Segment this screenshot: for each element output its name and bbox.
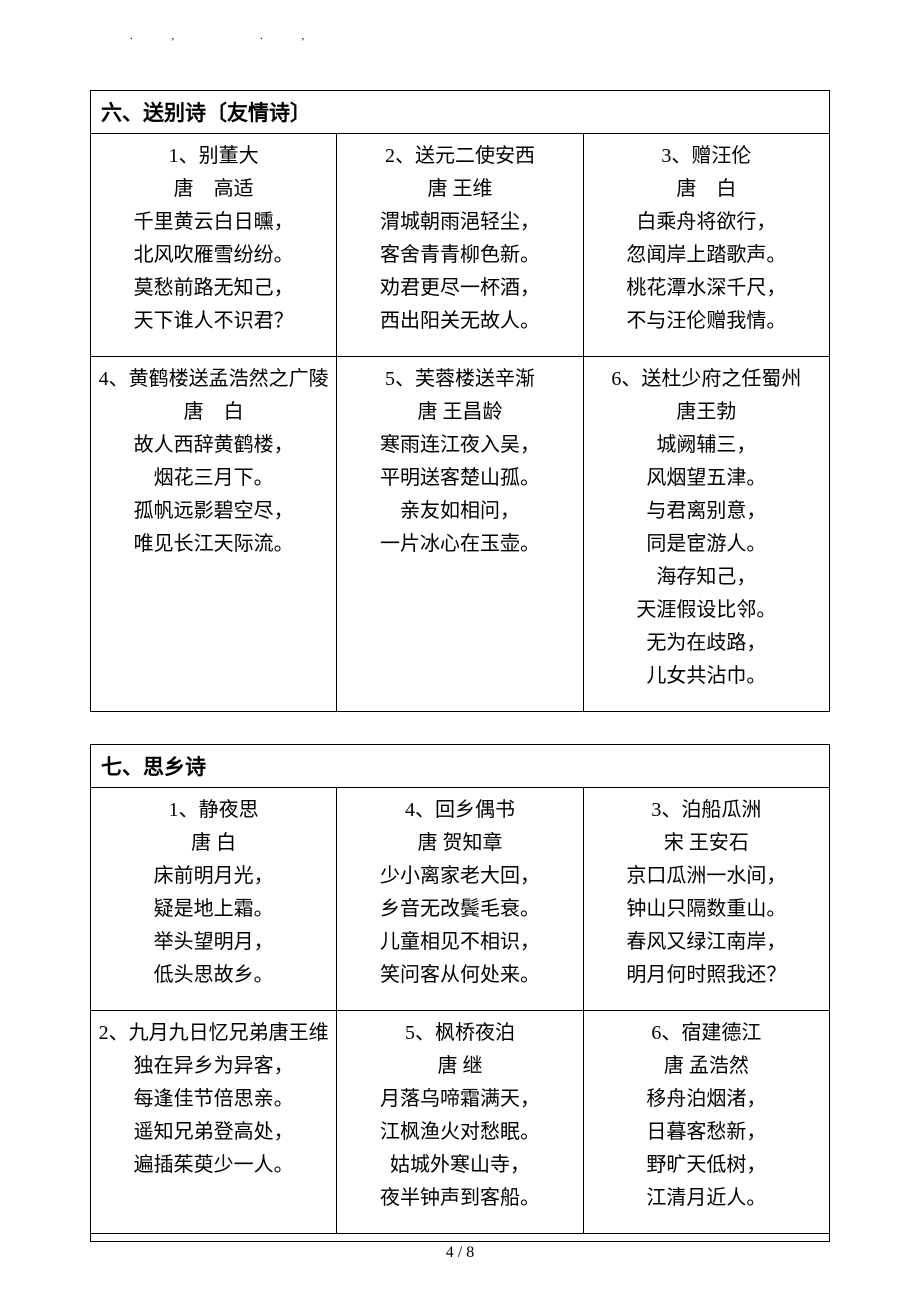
poem-line: 明月何时照我还？ — [588, 959, 825, 992]
poem-cell-2-3: 6、送杜少府之任蜀州 唐王勃 城阙辅三， 风烟望五津。 与君离别意， 同是宦游人… — [583, 357, 829, 712]
poem-line: 唐 贺知章 — [341, 827, 578, 860]
poem-line: 江清月近人。 — [588, 1182, 825, 1215]
poem-line: 儿女共沾巾。 — [588, 660, 825, 693]
poem-cell-4-3: 6、宿建德江 唐 孟浩然 移舟泊烟渚， 日暮客愁新， 野旷天低树， 江清月近人。 — [583, 1011, 829, 1234]
poem-line: 不与汪伦赠我情。 — [588, 305, 825, 338]
section-2-table: 七、思乡诗 1、静夜思 唐 白 床前明月光， 疑是地上霜。 举头望明月， 低头思… — [90, 744, 830, 1242]
poem-line: 野旷天低树， — [588, 1149, 825, 1182]
poem-line: 北风吹雁雪纷纷。 — [95, 239, 332, 272]
poem-line: 疑是地上霜。 — [95, 893, 332, 926]
poem-line: 低头思故乡。 — [95, 959, 332, 992]
poem-cell-1-1: 1、别董大 唐 高适 千里黄云白日曛， 北风吹雁雪纷纷。 莫愁前路无知己， 天下… — [91, 134, 337, 357]
section-1-table: 六、送别诗〔友情诗〕 1、别董大 唐 高适 千里黄云白日曛， 北风吹雁雪纷纷。 … — [90, 90, 830, 712]
poem-line: 唐 白 — [588, 173, 825, 206]
poem-cell-3-3: 3、泊船瓜洲 宋 王安石 京口瓜洲一水间， 钟山只隔数重山。 春风又绿江南岸， … — [583, 788, 829, 1011]
poem-cell-3-1: 1、静夜思 唐 白 床前明月光， 疑是地上霜。 举头望明月， 低头思故乡。 — [91, 788, 337, 1011]
poem-line: 3、赠汪伦 — [588, 140, 825, 173]
poem-line: 唐 王昌龄 — [341, 396, 578, 429]
poem-line: 寒雨连江夜入吴， — [341, 429, 578, 462]
poem-line: 儿童相见不相识， — [341, 926, 578, 959]
poem-line: 同是宦游人。 — [588, 528, 825, 561]
poem-line: 故人西辞黄鹤楼， — [95, 429, 332, 462]
poem-line: 4、回乡偶书 — [341, 794, 578, 827]
poem-line: 一片冰心在玉壶。 — [341, 528, 578, 561]
poem-line: 独在异乡为异客， — [95, 1050, 332, 1083]
poem-line: 乡音无改鬓毛衰。 — [341, 893, 578, 926]
poem-line: 天涯假设比邻。 — [588, 594, 825, 627]
poem-line: 与君离别意， — [588, 495, 825, 528]
poem-line: 1、别董大 — [95, 140, 332, 173]
poem-line: 千里黄云白日曛， — [95, 206, 332, 239]
poem-line: 孤帆远影碧空尽， — [95, 495, 332, 528]
poem-line: 天下谁人不识君？ — [95, 305, 332, 338]
poem-line: 4、黄鹤楼送孟浩然之广陵 — [95, 363, 332, 396]
poem-line: 风烟望五津。 — [588, 462, 825, 495]
poem-line: 6、宿建德江 — [588, 1017, 825, 1050]
poem-line: 2、送元二使安西 — [341, 140, 578, 173]
poem-line: 无为在歧路， — [588, 627, 825, 660]
poem-line: 遍插茱萸少一人。 — [95, 1149, 332, 1182]
poem-line: 姑城外寒山寺， — [341, 1149, 578, 1182]
poem-line: 5、枫桥夜泊 — [341, 1017, 578, 1050]
poem-cell-2-1: 4、黄鹤楼送孟浩然之广陵 唐 白 故人西辞黄鹤楼， 烟花三月下。 孤帆远影碧空尽… — [91, 357, 337, 712]
poem-line: 移舟泊烟渚， — [588, 1083, 825, 1116]
poem-line: 月落乌啼霜满天， — [341, 1083, 578, 1116]
poem-line: 唯见长江天际流。 — [95, 528, 332, 561]
poem-line: 春风又绿江南岸， — [588, 926, 825, 959]
poem-line: 劝君更尽一杯酒， — [341, 272, 578, 305]
poem-line: 床前明月光， — [95, 860, 332, 893]
poem-line: 3、泊船瓜洲 — [588, 794, 825, 827]
poem-line: 遥知兄弟登高处， — [95, 1116, 332, 1149]
poem-cell-2-2: 5、芙蓉楼送辛渐 唐 王昌龄 寒雨连江夜入吴， 平明送客楚山孤。 亲友如相问， … — [337, 357, 583, 712]
poem-line: 5、芙蓉楼送辛渐 — [341, 363, 578, 396]
page-footer: 4 / 8 — [0, 1244, 920, 1262]
poem-cell-4-1: 2、九月九日忆兄弟唐王维 独在异乡为异客， 每逢佳节倍思亲。 遥知兄弟登高处， … — [91, 1011, 337, 1234]
poem-line: 唐 白 — [95, 827, 332, 860]
poem-cell-1-2: 2、送元二使安西 唐 王维 渭城朝雨浥轻尘， 客舍青青柳色新。 劝君更尽一杯酒，… — [337, 134, 583, 357]
poem-line: 忽闻岸上踏歌声。 — [588, 239, 825, 272]
poem-line: 唐 王维 — [341, 173, 578, 206]
poem-line: 江枫渔火对愁眠。 — [341, 1116, 578, 1149]
poem-line: 唐 继 — [341, 1050, 578, 1083]
header-marks-2: . , — [260, 30, 322, 42]
poem-line: 桃花潭水深千尺， — [588, 272, 825, 305]
poem-line: 唐王勃 — [588, 396, 825, 429]
poem-line: 每逢佳节倍思亲。 — [95, 1083, 332, 1116]
poem-line: 少小离家老大回， — [341, 860, 578, 893]
poem-line: 钟山只隔数重山。 — [588, 893, 825, 926]
poem-line: 唐 孟浩然 — [588, 1050, 825, 1083]
poem-line: 烟花三月下。 — [95, 462, 332, 495]
poem-line: 日暮客愁新， — [588, 1116, 825, 1149]
poem-line: 西出阳关无故人。 — [341, 305, 578, 338]
poem-line: 亲友如相问， — [341, 495, 578, 528]
poem-line: 莫愁前路无知己， — [95, 272, 332, 305]
poem-line: 白乘舟将欲行， — [588, 206, 825, 239]
poem-cell-4-2: 5、枫桥夜泊 唐 继 月落乌啼霜满天， 江枫渔火对愁眠。 姑城外寒山寺， 夜半钟… — [337, 1011, 583, 1234]
empty-row — [91, 1234, 830, 1242]
poem-line: 唐 高适 — [95, 173, 332, 206]
poem-line: 京口瓜洲一水间， — [588, 860, 825, 893]
poem-cell-1-3: 3、赠汪伦 唐 白 白乘舟将欲行， 忽闻岸上踏歌声。 桃花潭水深千尺， 不与汪伦… — [583, 134, 829, 357]
poem-line: 平明送客楚山孤。 — [341, 462, 578, 495]
poem-line: 1、静夜思 — [95, 794, 332, 827]
poem-line: 笑问客从何处来。 — [341, 959, 578, 992]
section-2-title: 七、思乡诗 — [91, 745, 830, 788]
poem-line: 宋 王安石 — [588, 827, 825, 860]
header-marks-1: . , — [130, 30, 192, 42]
poem-line: 唐 白 — [95, 396, 332, 429]
poem-line: 海存知己， — [588, 561, 825, 594]
poem-line: 城阙辅三， — [588, 429, 825, 462]
poem-line: 渭城朝雨浥轻尘， — [341, 206, 578, 239]
section-1-title: 六、送别诗〔友情诗〕 — [91, 91, 830, 134]
poem-line: 举头望明月， — [95, 926, 332, 959]
poem-line: 6、送杜少府之任蜀州 — [588, 363, 825, 396]
poem-line: 客舍青青柳色新。 — [341, 239, 578, 272]
poem-cell-3-2: 4、回乡偶书 唐 贺知章 少小离家老大回， 乡音无改鬓毛衰。 儿童相见不相识， … — [337, 788, 583, 1011]
poem-line: 2、九月九日忆兄弟唐王维 — [95, 1017, 332, 1050]
poem-line: 夜半钟声到客船。 — [341, 1182, 578, 1215]
